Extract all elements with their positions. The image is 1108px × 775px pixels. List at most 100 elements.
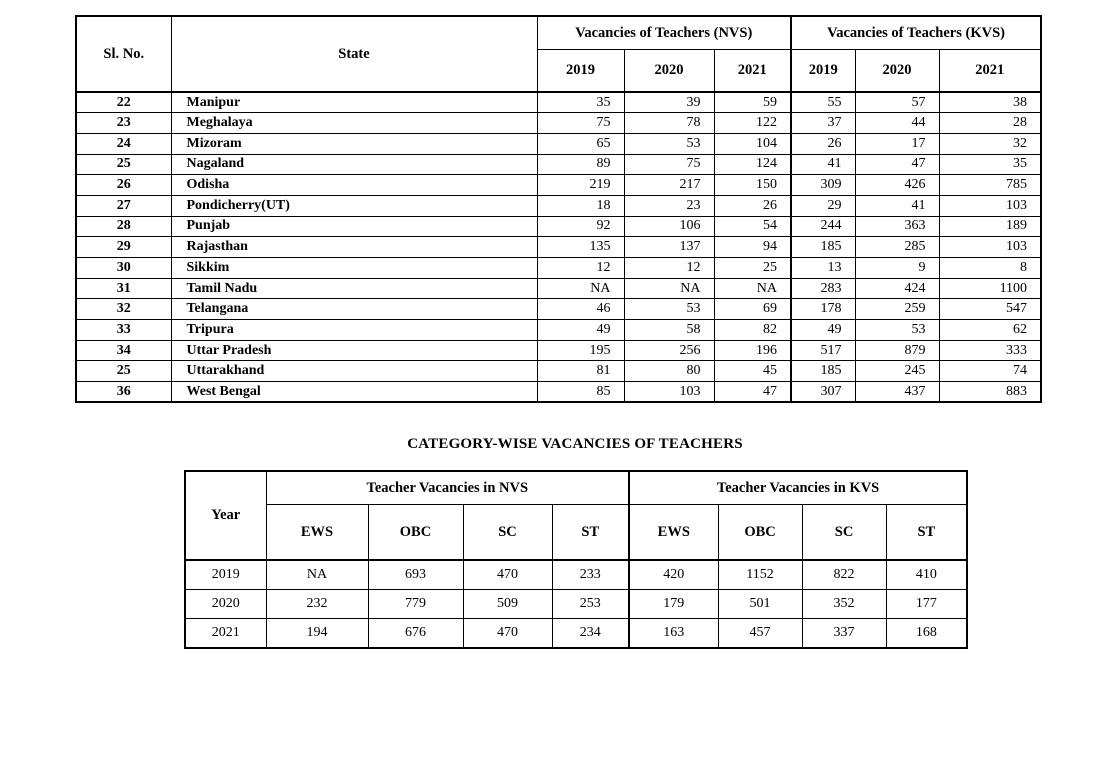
state-row: 23 Meghalaya 75 78 122 37 44 28	[75, 112, 1042, 134]
group-header-row: Year Teacher Vacancies in NVS Teacher Va…	[184, 470, 968, 561]
vacancy-value-cell: 44	[854, 112, 940, 134]
vacancy-value-cell: 26	[713, 194, 792, 217]
state-name-cell: Telangana	[170, 298, 538, 321]
vacancy-value-cell: 25	[713, 257, 792, 279]
category-value-cell: NA	[265, 559, 369, 590]
category-value-cell: 352	[801, 588, 887, 620]
vacancy-value-cell: 217	[623, 174, 715, 196]
sl-no-cell: 32	[75, 298, 172, 321]
state-table-body: 22 Manipur 35 39 59 55 57 38 23 Meghalaya 75 78 122 3…	[75, 91, 1042, 403]
sl-no-cell: 26	[75, 174, 172, 196]
state-name-cell: West Bengal	[170, 381, 538, 403]
category-value-cell: 253	[551, 588, 630, 620]
state-row: 26 Odisha 219 217 150 309 426 785	[75, 174, 1042, 196]
category-value-cell: 693	[367, 559, 464, 590]
category-header-cell: OBC	[367, 504, 464, 561]
category-value-cell: 457	[717, 618, 803, 649]
state-name-cell: Tamil Nadu	[170, 277, 538, 300]
vacancy-value-cell: 94	[713, 236, 792, 258]
state-table-header: Sl. No. State Vacancies of Teachers (NVS…	[75, 15, 1042, 93]
vacancy-value-cell: 59	[713, 91, 792, 114]
vacancy-value-cell: 53	[623, 132, 715, 155]
vacancy-value-cell: 26	[790, 132, 856, 155]
vacancy-value-cell: 185	[790, 360, 856, 383]
sl-no-cell: 31	[75, 277, 172, 300]
category-value-cell: 470	[462, 618, 553, 649]
vacancy-value-cell: 426	[854, 174, 940, 196]
category-header-cell: SC	[462, 504, 553, 561]
year-header-cell: 2019	[536, 49, 625, 93]
sl-no-cell: 28	[75, 215, 172, 238]
year-row: 2021 194 676 470 234 163 457 337 168	[184, 618, 968, 649]
state-row: 22 Manipur 35 39 59 55 57 38	[75, 91, 1042, 114]
vacancy-value-cell: 8	[938, 257, 1042, 279]
year-header-cell: 2021	[938, 49, 1042, 93]
category-value-cell: 470	[462, 559, 553, 590]
category-header-cell: ST	[885, 504, 968, 561]
category-value-cell: 420	[628, 559, 719, 590]
year-row: 2019 NA 693 470 233 420 1152 822 410	[184, 559, 968, 590]
vacancy-value-cell: 196	[713, 339, 792, 362]
col-header-state: State	[170, 15, 538, 93]
vacancy-value-cell: 85	[536, 381, 625, 403]
year-header-cell: 2020	[623, 49, 715, 93]
vacancy-value-cell: 879	[854, 339, 940, 362]
vacancy-value-cell: NA	[713, 277, 792, 300]
vacancy-value-cell: 178	[790, 298, 856, 321]
state-row: 30 Sikkim 12 12 25 13 9 8	[75, 257, 1042, 279]
state-name-cell: Manipur	[170, 91, 538, 114]
vacancy-value-cell: 47	[854, 153, 940, 176]
vacancy-value-cell: 259	[854, 298, 940, 321]
vacancy-value-cell: 37	[790, 112, 856, 134]
vacancy-value-cell: 17	[854, 132, 940, 155]
vacancy-value-cell: 46	[536, 298, 625, 321]
state-row: 32 Telangana 46 53 69 178 259 547	[75, 298, 1042, 321]
vacancy-value-cell: 103	[938, 194, 1042, 217]
year-cell: 2021	[184, 618, 267, 649]
vacancy-value-cell: 244	[790, 215, 856, 238]
vacancy-value-cell: 122	[713, 112, 792, 134]
vacancy-value-cell: 135	[536, 236, 625, 258]
group-header-row: Sl. No. State Vacancies of Teachers (NVS…	[75, 15, 1042, 93]
state-row: 31 Tamil Nadu NA NA NA 283 424 1100	[75, 277, 1042, 300]
vacancy-value-cell: 283	[790, 277, 856, 300]
vacancy-value-cell: 41	[854, 194, 940, 217]
vacancy-value-cell: 65	[536, 132, 625, 155]
state-name-cell: Nagaland	[170, 153, 538, 176]
vacancy-value-cell: 23	[623, 194, 715, 217]
sl-no-cell: 25	[75, 360, 172, 383]
vacancy-value-cell: 437	[854, 381, 940, 403]
vacancy-value-cell: NA	[536, 277, 625, 300]
vacancy-value-cell: 12	[536, 257, 625, 279]
state-name-cell: Sikkim	[170, 257, 538, 279]
sl-no-cell: 25	[75, 153, 172, 176]
year-header-cell: 2020	[854, 49, 940, 93]
vacancy-value-cell: 195	[536, 339, 625, 362]
state-row: 36 West Bengal 85 103 47 307 437 883	[75, 381, 1042, 403]
state-name-cell: Odisha	[170, 174, 538, 196]
year-header-cell: 2019	[790, 49, 856, 93]
vacancy-value-cell: 185	[790, 236, 856, 258]
vacancy-value-cell: NA	[623, 277, 715, 300]
vacancy-value-cell: 38	[938, 91, 1042, 114]
sl-no-cell: 36	[75, 381, 172, 403]
vacancy-value-cell: 1100	[938, 277, 1042, 300]
vacancy-value-cell: 309	[790, 174, 856, 196]
vacancy-value-cell: 75	[623, 153, 715, 176]
vacancy-value-cell: 104	[713, 132, 792, 155]
state-name-cell: Tripura	[170, 319, 538, 341]
vacancy-value-cell: 75	[536, 112, 625, 134]
vacancy-value-cell: 35	[938, 153, 1042, 176]
vacancy-value-cell: 424	[854, 277, 940, 300]
state-name-cell: Mizoram	[170, 132, 538, 155]
vacancy-value-cell: 285	[854, 236, 940, 258]
state-name-cell: Rajasthan	[170, 236, 538, 258]
category-value-cell: 337	[801, 618, 887, 649]
category-vacancies-table: Year Teacher Vacancies in NVS Teacher Va…	[184, 470, 969, 649]
category-value-cell: 509	[462, 588, 553, 620]
vacancy-value-cell: 53	[623, 298, 715, 321]
category-value-cell: 1152	[717, 559, 803, 590]
vacancy-value-cell: 49	[790, 319, 856, 341]
category-value-cell: 676	[367, 618, 464, 649]
